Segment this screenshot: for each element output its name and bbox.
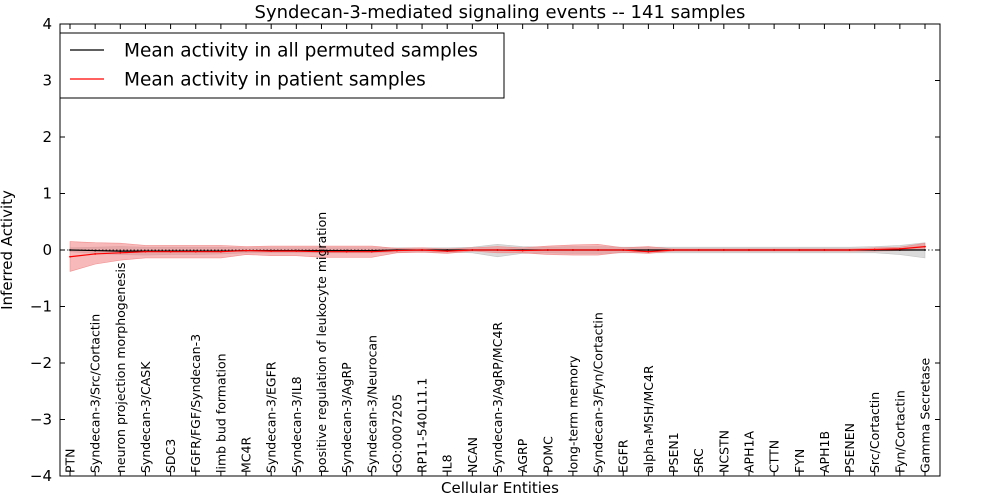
y-tick-label: 2: [42, 128, 52, 146]
permuted-data-point: [119, 250, 122, 253]
patient-data-point: [773, 249, 776, 251]
patient-data-point: [496, 249, 499, 251]
permuted-data-point: [94, 249, 97, 252]
x-category-label: Syndecan-3/IL8: [289, 376, 304, 473]
x-category-label: PSENEN: [842, 423, 857, 473]
x-category-label: PTN: [63, 448, 78, 473]
patient-data-point: [119, 251, 122, 254]
patient-data-point: [748, 249, 750, 251]
legend: Mean activity in all permuted samples Mea…: [59, 32, 505, 99]
patient-data-point: [194, 250, 197, 253]
permuted-data-point: [924, 249, 926, 251]
patient-data-point: [421, 249, 423, 251]
patient-data-point: [722, 249, 725, 251]
x-category-label: Syndecan-3/Neurocan: [364, 335, 379, 473]
patient-data-point: [169, 250, 172, 253]
y-tick-label: 4: [42, 15, 52, 33]
patient-data-point: [446, 250, 449, 253]
patient-data-point: [848, 249, 851, 251]
x-category-label: POMC: [540, 436, 555, 473]
permuted-legend-label: Mean activity in all permuted samples: [124, 41, 478, 62]
patient-data-point: [320, 250, 323, 253]
x-category-label: Syndecan-3/AgRP: [339, 362, 354, 473]
x-category-label: Fyn/Cortactin: [892, 390, 907, 473]
patient-data-point: [672, 249, 675, 251]
x-category-label: GO:0007205: [389, 394, 404, 473]
patient-data-point: [873, 248, 876, 251]
y-tick-label: −4: [30, 467, 52, 485]
x-category-label: Syndecan-3/EGFR: [264, 361, 279, 473]
x-category-label: Syndecan-3/Src/Cortactin: [88, 314, 103, 473]
x-category-label: FYN: [792, 449, 807, 473]
x-category-label: alpha-MSH/MC4R: [641, 365, 656, 473]
x-category-label: SRC: [691, 448, 706, 473]
patient-data-point: [295, 250, 298, 253]
permuted-data-point: [647, 249, 650, 251]
patient-data-point: [597, 249, 599, 251]
x-category-label: CTTN: [767, 440, 782, 473]
x-category-label: long-term memory: [565, 355, 580, 473]
x-category-label: Src/Cortactin: [867, 392, 882, 473]
patient-data-point: [144, 250, 147, 253]
y-tick-label: 0: [42, 241, 52, 259]
patient-data-point: [345, 250, 348, 253]
x-category-label: PSEN1: [666, 432, 681, 473]
patient-data-point: [270, 250, 273, 253]
legend-box: [59, 32, 505, 99]
patient-data-point: [219, 250, 222, 253]
chart-title: Syndecan-3-mediated signaling events -- …: [255, 2, 746, 23]
x-category-label: Gamma Secretase: [918, 358, 933, 473]
x-category-label: FGFR/FGF/Syndecan-3: [188, 334, 203, 473]
patient-data-point: [924, 245, 926, 248]
patient-data-point: [94, 253, 97, 255]
patient-data-point: [370, 250, 373, 253]
x-axis-label: Cellular Entities: [441, 479, 559, 497]
patient-data-point: [245, 249, 247, 252]
patient-data-point: [521, 249, 524, 252]
patient-data-point: [798, 249, 801, 251]
plot-area: −4 −3 −2 −1 0 1 2 3 4 PTN Syndecan-3/Src/Cortactin…: [30, 15, 941, 485]
patient-data-point: [69, 255, 71, 258]
x-category-label: APH1A: [741, 431, 756, 473]
y-tick-label: −1: [30, 298, 52, 316]
patient-data-point: [647, 250, 650, 253]
x-category-label: limb bud formation: [213, 353, 228, 473]
x-category-label: APH1B: [817, 431, 832, 473]
x-category-label: Syndecan-3/CASK: [138, 361, 153, 473]
x-category-label: neuron projection morphogenesis: [113, 262, 128, 473]
patient-data-point: [471, 249, 474, 251]
y-tick-label: −2: [30, 354, 52, 372]
patient-data-point: [898, 247, 901, 250]
x-category-label: SDC3: [163, 439, 178, 473]
y-tick-label: 3: [42, 72, 52, 90]
x-category-label: Syndecan-3/AgRP/MC4R: [490, 322, 505, 473]
x-category-label: RP11-540L11.1: [415, 378, 430, 473]
x-category-label: MC4R: [239, 437, 254, 473]
x-category-label: positive regulation of leukocyte migrati…: [314, 212, 329, 473]
x-category-label: EGFR: [616, 439, 631, 473]
patient-data-point: [396, 249, 398, 252]
patient-data-point: [697, 249, 700, 251]
x-category-label: AGRP: [515, 438, 530, 473]
patient-data-point: [622, 249, 625, 251]
x-category-label: NCAN: [465, 437, 480, 473]
y-tick-label: 1: [42, 185, 52, 203]
y-tick-label: −3: [30, 411, 52, 429]
patient-legend-label: Mean activity in patient samples: [124, 70, 426, 91]
y-axis-label: Inferred Activity: [0, 190, 16, 310]
x-category-label: NCSTN: [716, 430, 731, 473]
permuted-data-point: [69, 249, 71, 251]
x-category-label: IL8: [440, 454, 455, 473]
patient-data-point: [823, 249, 826, 251]
patient-data-point: [572, 249, 574, 251]
patient-data-point: [546, 249, 549, 251]
x-category-label: Syndecan-3/Fyn/Cortactin: [591, 312, 606, 473]
